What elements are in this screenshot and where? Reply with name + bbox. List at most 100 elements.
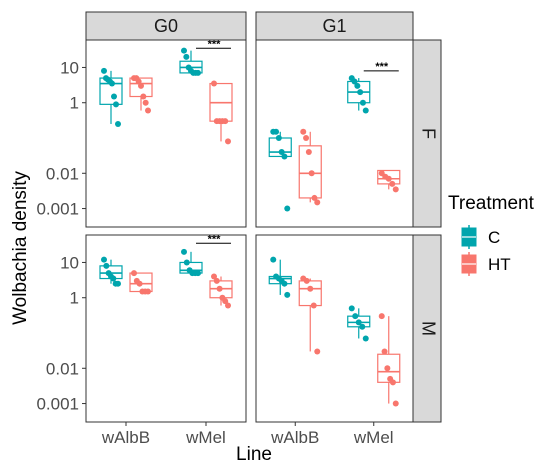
legend-title: Treatment [448,193,535,214]
facet-strips: G0 G1 F M [85,11,442,423]
point-G1-F-wAlbB-HT-3 [308,170,315,177]
x-tick-label-G0-wAlbB: wAlbB [101,428,150,447]
sig-label-G1-F: *** [375,61,389,73]
point-G1-M-wMel-HT-0 [378,313,385,320]
point-G0-F-wAlbB-C-7 [115,120,121,127]
point-G1-M-wAlbB-C-0 [270,256,277,263]
point-G0-M-wMel-HT-4 [222,298,229,305]
strip-label-G0: G0 [154,16,178,36]
x-tick-label-G1-wAlbB: wAlbB [270,428,319,447]
panel-G1-M [255,234,414,423]
point-G1-F-wMel-C-2 [354,82,361,89]
point-G0-M-wAlbB-HT-5 [145,288,151,295]
point-G0-M-wAlbB-HT-0 [131,270,137,277]
point-G1-M-wAlbB-HT-1 [303,277,310,284]
point-G1-F-wAlbB-HT-4 [311,194,318,201]
y-axis-title: Wolbachia density [10,171,31,325]
y-tick-label-M-3: 10 [60,253,79,272]
point-G1-F-wAlbB-HT-2 [305,149,312,156]
point-G1-M-wAlbB-HT-3 [310,302,317,309]
point-G0-M-wAlbB-C-4 [110,275,117,282]
y-tick-label-F-3: 10 [60,58,79,77]
point-G0-F-wMel-HT-0 [211,80,217,87]
strip-label-M: M [418,321,438,336]
point-G0-M-wMel-C-5 [195,270,201,277]
y-tick-label-M-2: 1 [70,289,79,308]
box-G1-M-wAlbB-HT [298,280,322,307]
point-G0-M-wMel-HT-0 [211,273,217,280]
strip-M [412,234,442,423]
point-G1-M-wMel-C-2 [355,319,362,326]
point-G1-F-wAlbB-C-4 [281,153,288,160]
point-G0-F-wMel-C-1 [183,53,190,60]
x-tick-label-G0-wMel: wMel [185,428,226,447]
y-tick-label-F-1: 0.01 [46,164,79,183]
sig-label-G0-F: *** [208,38,222,50]
point-G0-M-wAlbB-C-1 [103,262,110,269]
point-G0-F-wAlbB-C-0 [101,67,107,74]
point-G0-F-wAlbB-C-6 [113,101,119,108]
point-G0-M-wAlbB-C-0 [101,256,107,263]
point-G1-M-wAlbB-C-5 [284,291,291,298]
y-tick-label-M-0: 0.001 [36,395,79,414]
y-tick-label-F-2: 1 [70,94,79,113]
sig-label-G0-M: *** [208,233,222,245]
point-G0-M-wAlbB-C-6 [115,280,121,287]
point-G0-F-wMel-C-0 [181,47,187,54]
point-G1-F-wMel-C-3 [357,89,364,96]
x-axis: wAlbB wMel wAlbB wMel [101,422,394,447]
point-G0-M-wMel-HT-1 [213,277,220,284]
y-axes: 0.001 0.01 1 10 0.001 0.01 1 10 [36,58,86,414]
point-G0-F-wAlbB-HT-3 [138,82,144,89]
legend: Treatment C HT [448,193,535,276]
y-tick-label-F-0: 0.001 [36,200,79,219]
strip-label-G1: G1 [322,16,346,36]
point-G1-M-wMel-HT-4 [389,379,396,386]
point-G1-F-wMel-C-1 [351,78,358,85]
point-G0-M-wMel-HT-5 [225,302,231,309]
point-G1-F-wAlbB-C-3 [278,149,285,156]
strip-label-F: F [418,128,438,139]
point-G0-F-wMel-C-6 [195,69,201,76]
point-G0-F-wMel-HT-4 [222,118,229,125]
point-G1-F-wAlbB-C-2 [275,135,282,142]
point-G0-F-wAlbB-HT-5 [142,99,149,106]
strip-F [412,39,442,228]
point-G0-F-wAlbB-HT-6 [145,107,151,114]
y-tick-label-M-1: 0.01 [46,359,79,378]
point-G1-M-wMel-HT-5 [392,400,399,407]
point-G0-F-wMel-HT-5 [225,138,231,145]
legend-label-C: C [488,228,500,247]
x-axis-title: Line [236,444,272,465]
point-G1-F-wMel-C-5 [362,107,369,114]
point-G1-M-wAlbB-HT-4 [314,348,321,355]
panel-G0-M [85,234,247,423]
point-G1-M-wMel-HT-1 [381,348,388,355]
point-G0-F-wAlbB-HT-4 [140,93,147,100]
point-G1-M-wMel-C-3 [359,323,366,330]
strip-G1 [255,11,414,41]
point-G0-M-wMel-C-1 [183,259,190,266]
point-G1-F-wAlbB-HT-1 [303,135,310,142]
point-G1-M-wMel-C-0 [348,305,355,312]
point-G1-M-wMel-HT-2 [384,365,391,372]
point-G1-F-wMel-HT-3 [389,180,396,187]
panels-layer: *** *** *** [85,38,414,423]
point-G1-M-wMel-C-4 [362,335,369,342]
x-tick-label-G1-wMel: wMel [353,428,394,447]
point-G1-F-wMel-HT-2 [385,175,392,182]
legend-label-HT: HT [488,255,511,274]
point-G1-F-wMel-C-4 [359,99,366,106]
point-G1-F-wAlbB-HT-0 [300,128,307,135]
panel-G1-F [255,39,414,228]
point-G0-M-wAlbB-HT-2 [136,280,143,287]
point-G0-M-wMel-C-0 [181,248,187,255]
point-G1-F-wAlbB-C-5 [284,205,291,212]
point-G1-M-wAlbB-HT-2 [307,285,314,292]
point-G0-F-wAlbB-C-5 [111,93,117,100]
point-G0-M-wMel-HT-2 [216,285,223,292]
point-G0-F-wAlbB-C-4 [109,80,115,87]
panel-G0-F [85,39,247,228]
point-G1-F-wMel-HT-4 [392,186,399,193]
